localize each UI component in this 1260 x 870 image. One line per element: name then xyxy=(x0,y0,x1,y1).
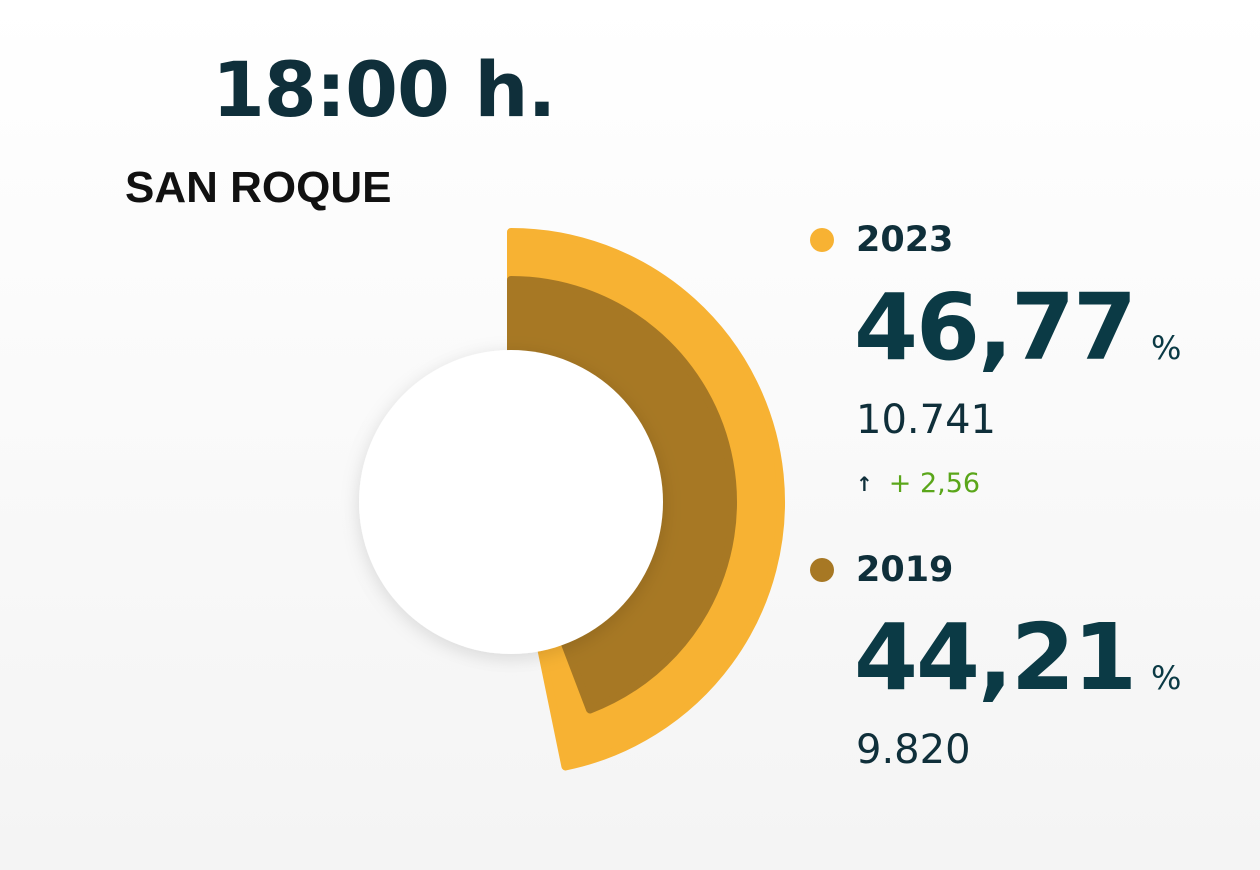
votes-2019: 9.820 xyxy=(856,727,971,773)
legend-2023: 2023 46,77 % 10.741 ↑ + 2,56 xyxy=(810,220,1230,497)
year-label-2019: 2019 xyxy=(856,549,954,590)
arrow-up-icon: ↑ xyxy=(856,471,873,496)
legend-2019: 2019 44,21 % 9.820 xyxy=(810,550,1230,770)
percent-2019: 44,21 xyxy=(854,604,1137,711)
difference-row: ↑ + 2,56 xyxy=(856,470,1230,497)
difference-value: + 2,56 xyxy=(888,468,981,499)
percent-2023: 46,77 xyxy=(854,274,1137,381)
percent-sign-2023: % xyxy=(1151,329,1182,367)
municipality-name: SAN ROQUE xyxy=(125,163,392,212)
votes-2023: 10.741 xyxy=(856,397,996,443)
percent-sign-2019: % xyxy=(1151,659,1182,697)
chart-center-disc xyxy=(359,350,663,654)
year-label-2023: 2023 xyxy=(856,219,954,260)
legend-dot-2023 xyxy=(810,228,834,252)
time-label: 18:00 h. xyxy=(212,45,556,134)
legend-dot-2019 xyxy=(810,558,834,582)
